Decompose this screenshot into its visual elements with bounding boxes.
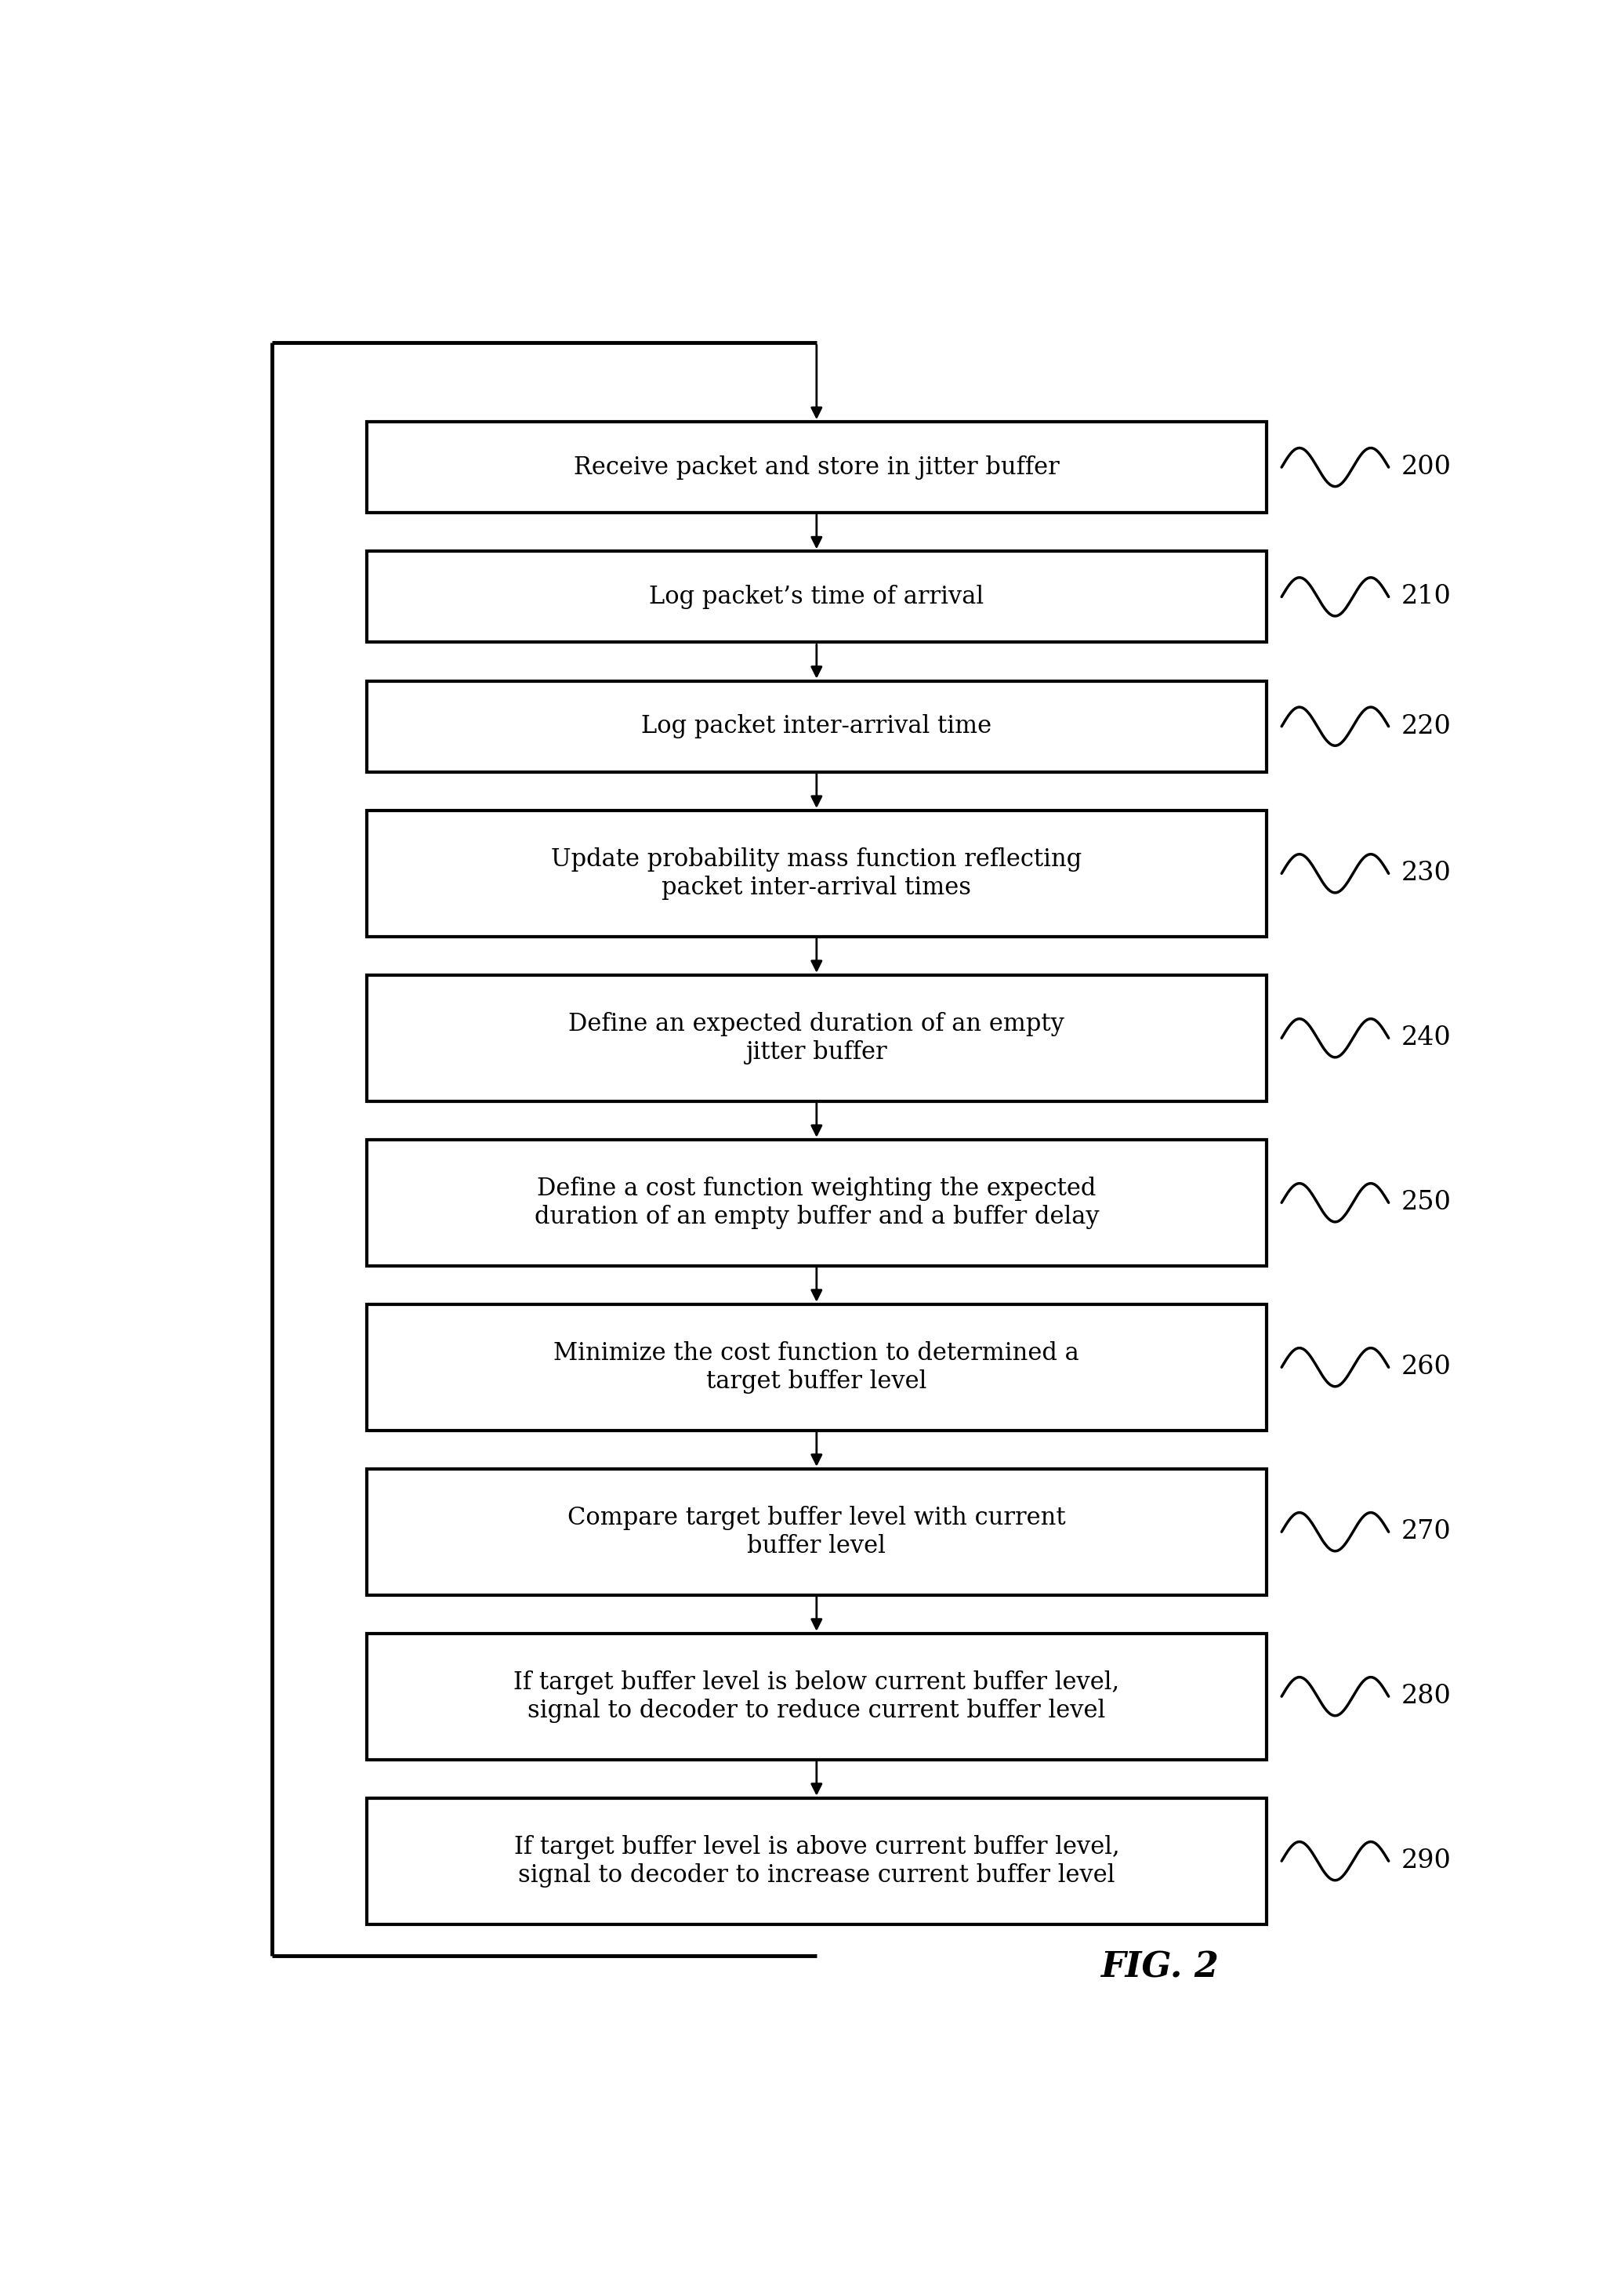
FancyBboxPatch shape [367, 976, 1267, 1101]
Text: 260: 260 [1402, 1355, 1452, 1380]
Text: Define a cost function weighting the expected
duration of an empty buffer and a : Define a cost function weighting the exp… [534, 1176, 1099, 1228]
Text: Log packet inter-arrival time: Log packet inter-arrival time [641, 714, 992, 739]
Text: 290: 290 [1402, 1849, 1452, 1874]
Text: 270: 270 [1402, 1519, 1452, 1544]
Text: Compare target buffer level with current
buffer level: Compare target buffer level with current… [567, 1505, 1065, 1558]
Text: 220: 220 [1402, 714, 1452, 739]
Text: 240: 240 [1402, 1026, 1452, 1051]
Text: 250: 250 [1402, 1189, 1452, 1214]
Text: FIG. 2: FIG. 2 [1101, 1951, 1218, 1985]
FancyBboxPatch shape [367, 1305, 1267, 1430]
Text: Minimize the cost function to determined a
target buffer level: Minimize the cost function to determined… [554, 1342, 1080, 1394]
FancyBboxPatch shape [367, 1633, 1267, 1760]
Text: 230: 230 [1402, 862, 1452, 887]
FancyBboxPatch shape [367, 680, 1267, 771]
Text: 200: 200 [1402, 455, 1452, 480]
FancyBboxPatch shape [367, 421, 1267, 512]
Text: Receive packet and store in jitter buffer: Receive packet and store in jitter buffe… [573, 455, 1059, 480]
Text: If target buffer level is above current buffer level,
signal to decoder to incre: If target buffer level is above current … [513, 1835, 1119, 1887]
FancyBboxPatch shape [367, 1139, 1267, 1267]
FancyBboxPatch shape [367, 810, 1267, 937]
FancyBboxPatch shape [367, 550, 1267, 641]
FancyBboxPatch shape [367, 1799, 1267, 1924]
Text: Define an expected duration of an empty
jitter buffer: Define an expected duration of an empty … [568, 1012, 1065, 1064]
Text: Log packet’s time of arrival: Log packet’s time of arrival [650, 584, 984, 609]
FancyBboxPatch shape [367, 1469, 1267, 1594]
Text: Update probability mass function reflecting
packet inter-arrival times: Update probability mass function reflect… [551, 848, 1082, 901]
Text: If target buffer level is below current buffer level,
signal to decoder to reduc: If target buffer level is below current … [513, 1669, 1119, 1724]
Text: 280: 280 [1402, 1683, 1452, 1710]
Text: 210: 210 [1402, 584, 1452, 609]
